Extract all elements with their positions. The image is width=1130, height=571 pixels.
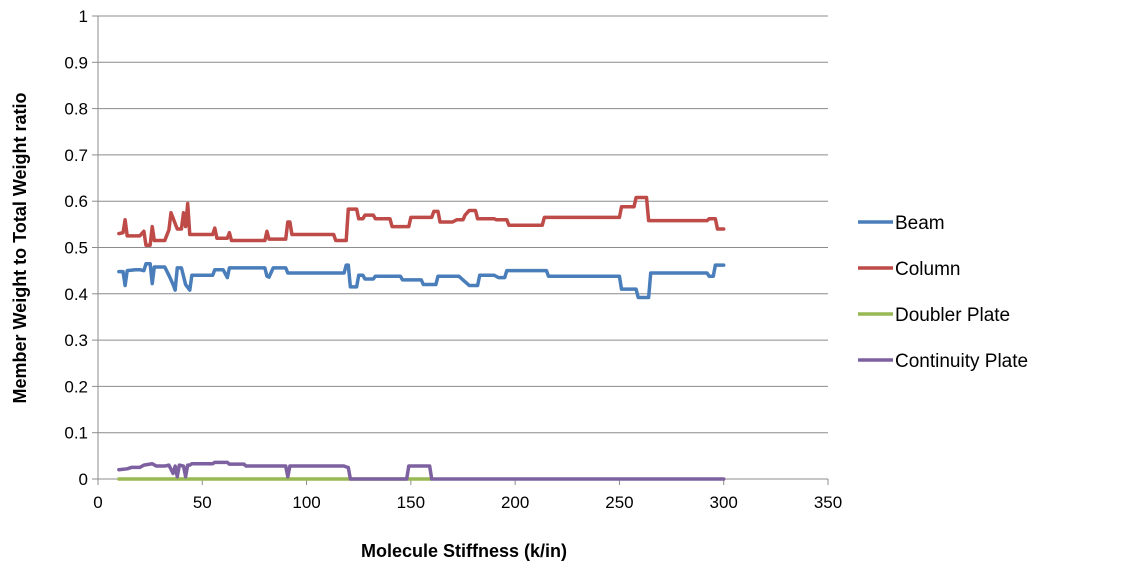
series-line-beam xyxy=(117,261,726,300)
legend-label-doubler-plate: Doubler Plate xyxy=(895,305,1010,326)
x-tick-label: 100 xyxy=(292,493,320,512)
legend-label-beam: Beam xyxy=(895,213,945,234)
y-tick-label: 0.4 xyxy=(64,285,88,304)
x-tick-label: 200 xyxy=(501,493,529,512)
legend-label-column: Column xyxy=(895,259,960,280)
plot-area xyxy=(117,195,726,481)
y-tick-label: 1 xyxy=(79,7,88,26)
x-tick-label: 50 xyxy=(193,493,212,512)
y-tick-label: 0.8 xyxy=(64,100,88,119)
y-tick-label: 0.2 xyxy=(64,377,88,396)
x-axis-title: Molecule Stiffness (k/in) xyxy=(361,541,567,561)
series-line-column xyxy=(117,195,726,247)
y-tick-label: 0 xyxy=(79,470,88,489)
y-tick-label: 0.9 xyxy=(64,53,88,72)
x-tick-label: 150 xyxy=(397,493,425,512)
x-tick-label: 300 xyxy=(710,493,738,512)
y-axis-title: Member Weight to Total Weight ratio xyxy=(10,92,30,403)
series-line-continuity-plate xyxy=(117,460,726,481)
y-tick-label: 0.7 xyxy=(64,146,88,165)
y-tick-label: 0.1 xyxy=(64,424,88,443)
legend-label-continuity-plate: Continuity Plate xyxy=(895,351,1028,372)
legend: Beam Column Doubler Plate Continuity Plate xyxy=(858,213,1028,372)
x-tick-label: 250 xyxy=(605,493,633,512)
x-tick-label: 0 xyxy=(93,493,102,512)
y-tick-labels: 0 0.1 0.2 0.3 0.4 0.5 0.6 0.7 0.8 0.9 1 xyxy=(64,7,88,489)
y-tick-label: 0.5 xyxy=(64,239,88,258)
gridlines xyxy=(98,15,828,434)
y-tick-label: 0.3 xyxy=(64,331,88,350)
x-tick-labels: 0 50 100 150 200 250 300 350 xyxy=(93,493,842,512)
y-tick-label: 0.6 xyxy=(64,192,88,211)
x-tick-label: 350 xyxy=(814,493,842,512)
axes xyxy=(92,15,829,485)
